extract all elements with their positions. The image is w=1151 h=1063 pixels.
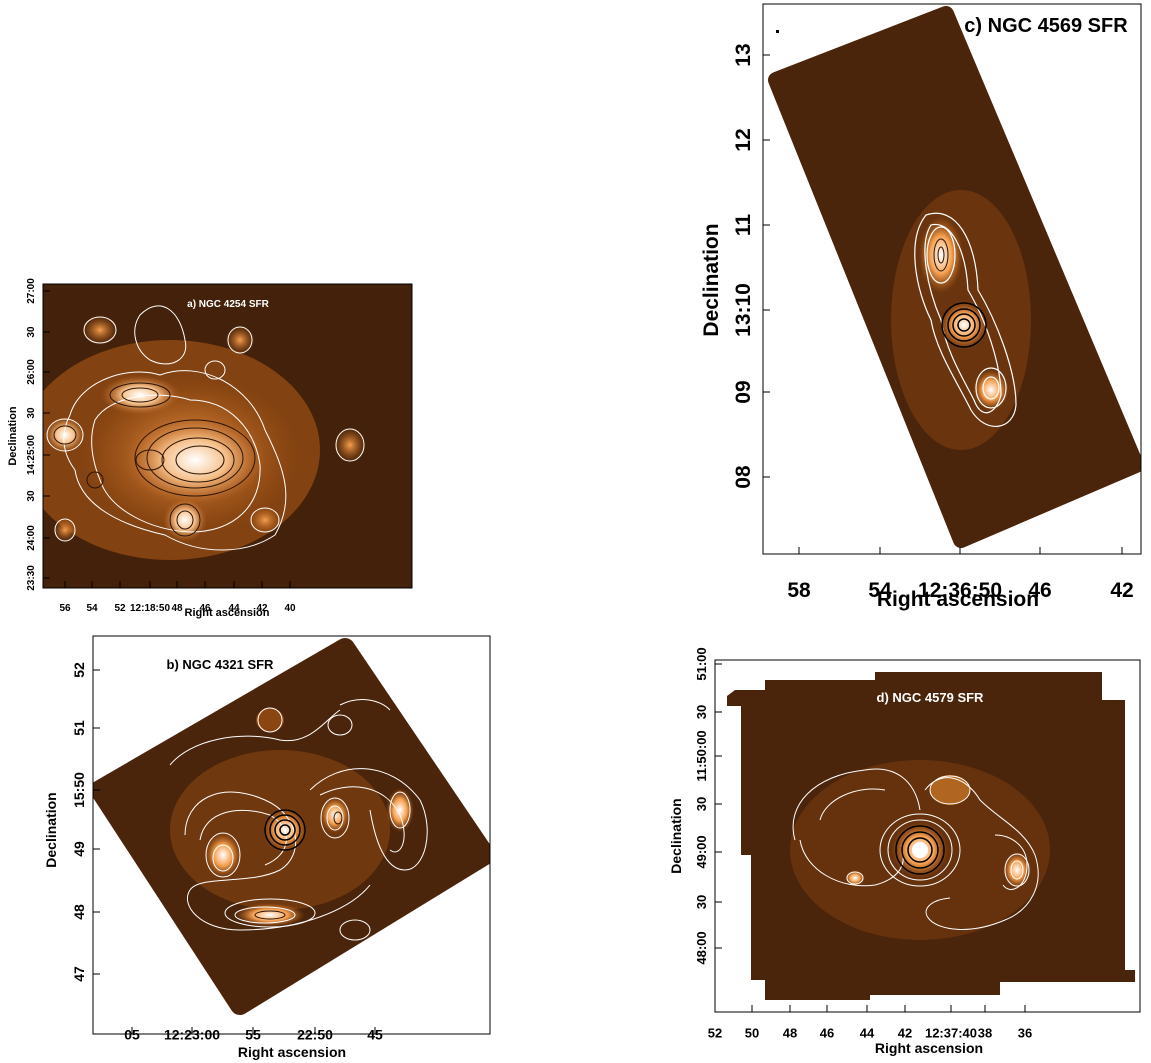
panel-a-x-tick-label: 42 xyxy=(256,603,268,614)
panel-d-x-tick-label: 44 xyxy=(860,1026,875,1041)
panel-c-x-tick-label: 42 xyxy=(1110,579,1133,602)
panel-c-xlabel: Right ascension xyxy=(877,588,1039,611)
panel-b-y-tick-label: 47 xyxy=(71,966,87,982)
panel-d-y-tick-label: 49:00 xyxy=(694,835,709,868)
panel-a-x-tick-label: 56 xyxy=(59,603,71,614)
panel-c-y-tick-label: 11 xyxy=(732,214,755,237)
panel-b-y-tick-label: 51 xyxy=(71,720,87,736)
panel-c-y-tick-label: 12 xyxy=(732,128,755,151)
panel-b-y-tick-label: 49 xyxy=(71,841,87,857)
panel-c-y-tick-label: 13:10 xyxy=(732,283,755,337)
panel-a-x-ticks: 56 54 52 12:18:50 48 46 44 42 40 xyxy=(59,581,296,614)
panel-b-y-tick-label: 48 xyxy=(71,904,87,920)
panel-d-x-tick-label: 48 xyxy=(783,1026,797,1041)
panel-b-title: b) NGC 4321 SFR xyxy=(167,657,275,672)
panel-d-x-tick-label: 50 xyxy=(745,1026,759,1041)
panel-c-image xyxy=(768,6,1141,548)
panel-b-y-tick-label: 52 xyxy=(71,662,87,678)
panel-a-y-tick-label: 27:00 xyxy=(26,278,37,304)
panel-a-x-tick-label: 12:18:50 xyxy=(130,603,170,614)
panel-a-svg: a) NGC 4254 SFR 56 54 52 12:18:50 48 46 44 42 40… xyxy=(7,278,413,619)
panel-d-svg: d) NGC 4579 SFR 52 50 48 46 44 42 12:37:40 38 36… xyxy=(668,647,1141,1056)
panel-a-title: a) NGC 4254 SFR xyxy=(187,299,269,310)
panel-a-y-tick-label: 30 xyxy=(26,490,37,502)
panel-d-x-tick-label: 12:37:40 xyxy=(925,1026,977,1041)
panel-a-x-tick-label: 46 xyxy=(199,603,211,614)
panel-d-ylabel: Declination xyxy=(668,798,684,873)
panel-a-y-tick-label: 23:30 xyxy=(26,565,37,591)
panel-c-ylabel: Declination xyxy=(700,223,723,336)
panel-a-x-tick-label: 48 xyxy=(171,603,183,614)
panel-b-x-tick-label: 55 xyxy=(245,1027,261,1043)
panel-c-y-ticks: 13 12 11 13:10 09 08 xyxy=(732,43,770,489)
panel-c-y-tick-label: 09 xyxy=(732,380,755,403)
panel-a-y-tick-label: 14:25:00 xyxy=(26,435,37,475)
panel-a-x-tick-label: 44 xyxy=(228,603,240,614)
panel-d-y-tick-label: 30 xyxy=(694,895,709,909)
panel-d-x-tick-label: 46 xyxy=(820,1026,834,1041)
panel-b-x-tick-label: 12:23:00 xyxy=(164,1027,220,1043)
panel-a-y-tick-label: 30 xyxy=(26,407,37,419)
panel-b-x-ticks: 05 12:23:00 55 22:50 45 xyxy=(124,1027,383,1043)
panel-b-x-tick-label: 22:50 xyxy=(297,1027,333,1043)
panel-b-y-tick-label: 15:50 xyxy=(71,772,87,808)
panel-a-ngc4254: a) NGC 4254 SFR 56 54 52 12:18:50 48 46 44 42 40… xyxy=(0,270,420,630)
panel-d-x-tick-label: 52 xyxy=(708,1026,722,1041)
panel-d-x-ticks: 52 50 48 46 44 42 12:37:40 38 36 xyxy=(708,1005,1032,1041)
panel-a-x-tick-label: 40 xyxy=(284,603,296,614)
panel-b-y-ticks: 52 51 15:50 49 48 47 xyxy=(71,662,100,982)
panel-d-y-tick-label: 11:50:00 xyxy=(694,730,709,781)
panel-a-y-tick-label: 24:00 xyxy=(26,525,37,551)
panel-d-y-tick-label: 51:00 xyxy=(694,647,709,680)
panel-c-title: c) NGC 4569 SFR xyxy=(964,15,1128,37)
panel-d-y-ticks: 51:00 30 11:50:00 30 49:00 30 48:00 xyxy=(694,647,722,965)
panel-d-ngc4579: d) NGC 4579 SFR 52 50 48 46 44 42 12:37:40 38 36… xyxy=(665,640,1151,1063)
panel-b-ngc4321: b) NGC 4321 SFR 05 12:23:00 55 22:50 45 52 51… xyxy=(40,630,500,1063)
panel-d-title: d) NGC 4579 SFR xyxy=(877,690,985,705)
panel-c-x-tick-label: 46 xyxy=(1028,579,1051,602)
panel-c-y-tick-label: 13 xyxy=(732,43,755,66)
panel-c-x-tick-label: 12:36:50 xyxy=(918,579,1002,602)
panel-a-x-tick-label: 52 xyxy=(114,603,126,614)
panel-d-image xyxy=(727,672,1135,1000)
panel-a-y-ticks: 27:00 30 26:00 30 14:25:00 30 24:00 23:30 xyxy=(26,278,50,591)
panel-d-x-tick-label: 38 xyxy=(978,1026,992,1041)
panel-a-ylabel: Declination xyxy=(7,406,19,466)
panel-b-ylabel: Declination xyxy=(43,792,59,867)
panel-a-y-tick-label: 26:00 xyxy=(26,359,37,385)
panel-a-y-tick-label: 30 xyxy=(26,326,37,338)
panel-d-x-tick-label: 36 xyxy=(1018,1026,1032,1041)
panel-b-xlabel: Right ascension xyxy=(238,1044,346,1060)
panel-c-y-tick-label: 08 xyxy=(732,465,755,489)
panel-d-x-tick-label: 42 xyxy=(898,1026,912,1041)
panel-d-y-tick-label: 30 xyxy=(694,705,709,719)
panel-c-x-tick-label: 58 xyxy=(787,579,811,602)
panel-a-image xyxy=(43,305,366,560)
panel-b-svg: b) NGC 4321 SFR 05 12:23:00 55 22:50 45 52 51… xyxy=(43,635,491,1060)
panel-d-xlabel: Right ascension xyxy=(875,1040,983,1056)
panel-d-y-tick-label: 30 xyxy=(694,797,709,811)
panel-d-y-tick-label: 48:00 xyxy=(694,931,709,964)
panel-c-x-tick-label: 54 xyxy=(868,579,892,602)
panel-b-x-tick-label: 45 xyxy=(367,1027,383,1043)
panel-c-ngc4569: c) NGC 4569 SFR 58 54 12:36:50 46 42 13 12 11 1… xyxy=(696,0,1151,620)
panel-b-x-tick-label: 05 xyxy=(124,1027,140,1043)
panel-b-image xyxy=(93,638,490,1015)
panel-c-x-ticks: 58 54 12:36:50 46 42 xyxy=(787,547,1134,602)
panel-a-x-tick-label: 54 xyxy=(86,603,98,614)
panel-c-svg: c) NGC 4569 SFR 58 54 12:36:50 46 42 1312111… xyxy=(700,3,1142,611)
panel-a-xlabel: Right ascension xyxy=(185,607,270,619)
